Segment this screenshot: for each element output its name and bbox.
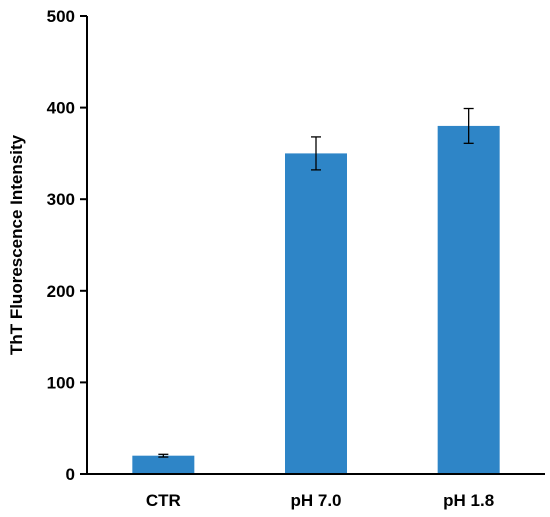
bar-ph-1-8 (437, 125, 500, 475)
x-tick-label: pH 7.0 (290, 491, 341, 510)
error-bars (158, 107, 474, 458)
y-axis-ticks: 0 100 200 300 400 500 (47, 7, 87, 484)
y-tick-label: 100 (47, 373, 75, 392)
y-tick-label: 0 (66, 465, 75, 484)
x-tick-label: CTR (146, 491, 181, 510)
bar-ctr (132, 455, 195, 474)
y-tick-label: 300 (47, 190, 75, 209)
bar-ph-7-0 (285, 153, 347, 474)
y-tick-label: 400 (47, 99, 75, 118)
bars (132, 125, 500, 475)
x-axis-tick-labels: CTR pH 7.0 pH 1.8 (146, 491, 494, 510)
y-axis-title: ThT Fluorescence Intensity (7, 134, 26, 355)
y-tick-label: 500 (47, 7, 75, 26)
x-tick-label: pH 1.8 (443, 491, 494, 510)
y-tick-label: 200 (47, 282, 75, 301)
